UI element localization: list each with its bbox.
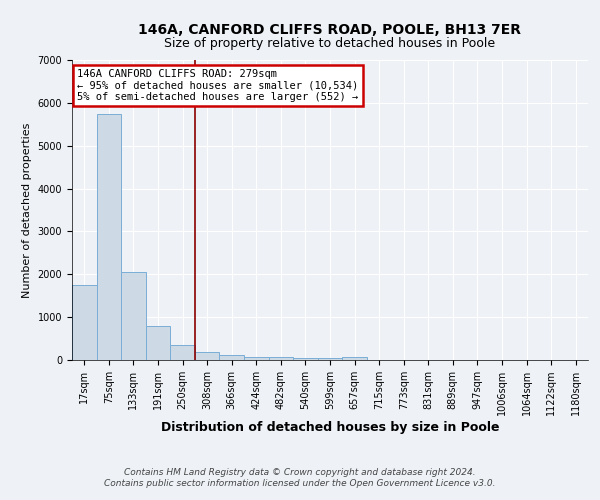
Bar — [72, 285, 97, 360]
Bar — [293, 358, 318, 360]
Bar — [170, 346, 195, 360]
Bar — [244, 356, 269, 360]
Bar — [318, 358, 342, 360]
Bar — [195, 352, 220, 360]
Text: 146A, CANFORD CLIFFS ROAD, POOLE, BH13 7ER: 146A, CANFORD CLIFFS ROAD, POOLE, BH13 7… — [139, 22, 521, 36]
Text: 146A CANFORD CLIFFS ROAD: 279sqm
← 95% of detached houses are smaller (10,534)
5: 146A CANFORD CLIFFS ROAD: 279sqm ← 95% o… — [77, 69, 358, 102]
Bar — [269, 358, 293, 360]
X-axis label: Distribution of detached houses by size in Poole: Distribution of detached houses by size … — [161, 421, 499, 434]
Text: Contains HM Land Registry data © Crown copyright and database right 2024.
Contai: Contains HM Land Registry data © Crown c… — [104, 468, 496, 487]
Bar — [121, 272, 146, 360]
Text: Size of property relative to detached houses in Poole: Size of property relative to detached ho… — [164, 38, 496, 51]
Bar — [146, 326, 170, 360]
Y-axis label: Number of detached properties: Number of detached properties — [22, 122, 32, 298]
Bar — [97, 114, 121, 360]
Bar — [342, 358, 367, 360]
Bar — [220, 356, 244, 360]
